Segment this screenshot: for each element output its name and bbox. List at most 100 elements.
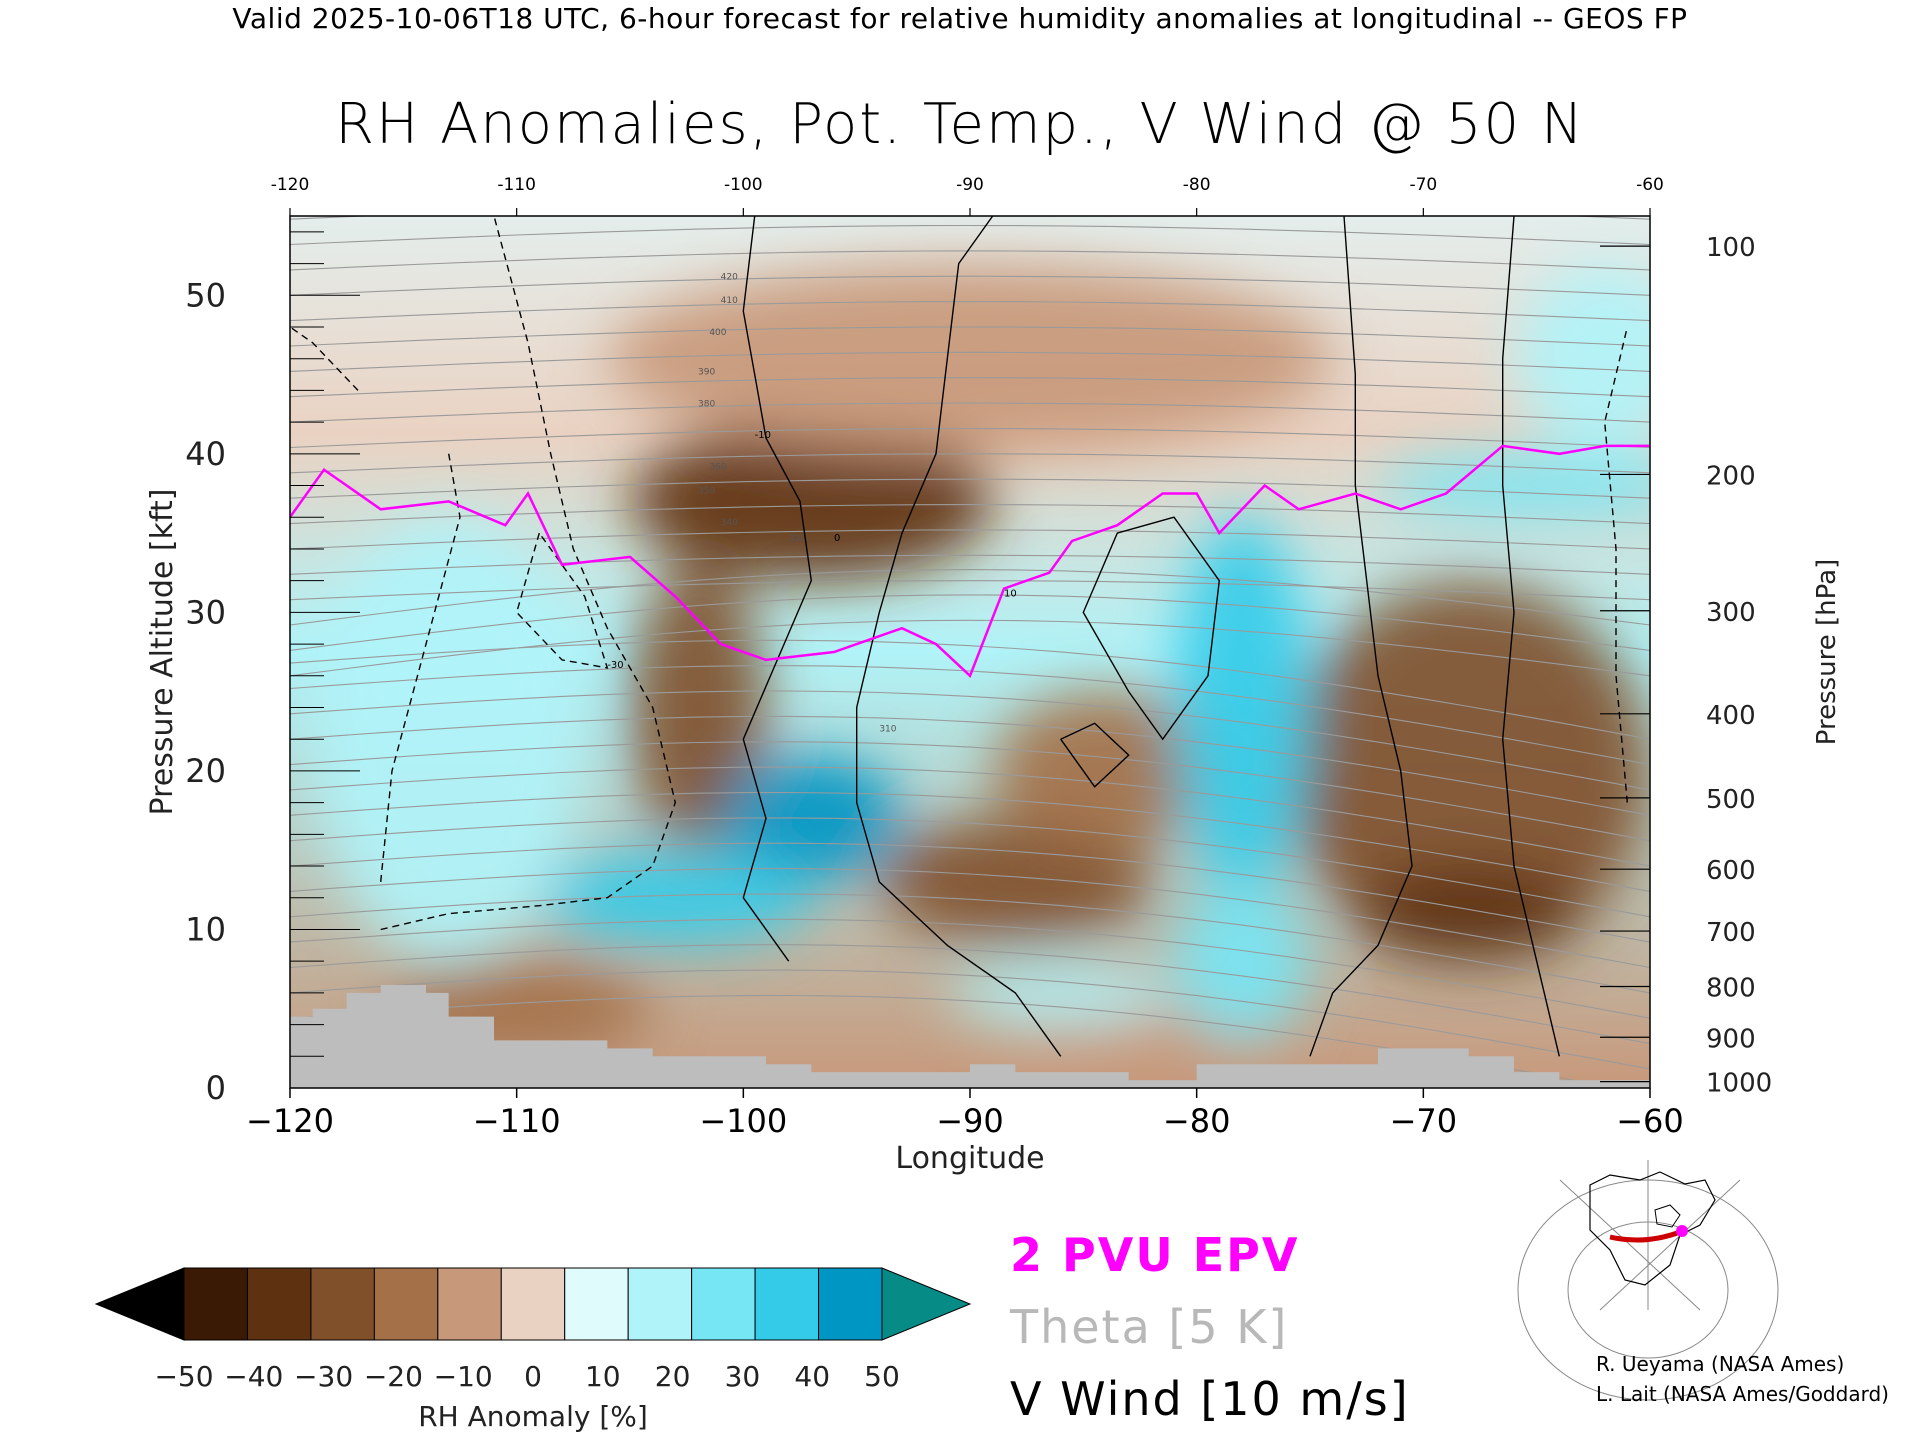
forecast-header: Valid 2025-10-06T18 UTC, 6-hour forecast…: [232, 2, 1688, 35]
rh-region-moist-15: [947, 961, 1174, 1025]
pressure-label-1000: 1000: [1706, 1069, 1772, 1099]
theta-isentrope-9: [290, 766, 1650, 867]
rh-region-dry-1: [630, 564, 766, 851]
vwind-contour-5: [1060, 722, 1130, 788]
vwind-label-1: -10: [755, 430, 771, 441]
theta-isentrope-7: [290, 817, 1650, 918]
x-top-tick-label-0: -120: [271, 175, 310, 195]
theta-isentrope-13: [290, 665, 1650, 766]
theta-label-360: 360: [709, 463, 726, 473]
x-tick-label-1: −110: [473, 1102, 561, 1140]
theta-isentrope-3: [290, 918, 1650, 1019]
theta-isentrope-10: [290, 741, 1650, 842]
rh-region-moist-10: [539, 850, 812, 946]
vwind-contour-2: [1309, 216, 1413, 1057]
rh-region-dry-0: [630, 422, 993, 581]
colorbar-bin-10: [818, 1267, 883, 1341]
epv-2pvu-line: [290, 444, 1650, 678]
x-top-tick-label-6: -60: [1636, 175, 1664, 195]
x-top-tick-label-1: -110: [497, 175, 536, 195]
theta-isentrope-24: [290, 427, 1650, 449]
pressure-label-600: 600: [1706, 856, 1756, 886]
vwind-contour-6: [380, 216, 677, 931]
rh-region-dry-5: [1355, 866, 1582, 962]
vwind-contour-1: [856, 216, 1062, 1057]
y-axis-label-left: Pressure Altitude [kft]: [145, 489, 180, 816]
pressure-label-400: 400: [1706, 701, 1756, 731]
pressure-label-500: 500: [1706, 785, 1756, 815]
colorbar-tick-6: 10: [585, 1360, 621, 1393]
colorbar-bin-1: [246, 1267, 312, 1341]
colorbar-bin-7: [627, 1267, 693, 1341]
pressure-label-700: 700: [1706, 918, 1756, 948]
x-top-tick-label-2: -100: [724, 175, 763, 195]
vwind-contour-9: [290, 326, 359, 391]
legend-epv: 2 PVU EPV: [1010, 1228, 1300, 1282]
x-tick-label-6: −60: [1616, 1102, 1684, 1140]
colorbar-bin-4: [437, 1267, 502, 1341]
rh-region-moist-11: [312, 517, 585, 962]
theta-isentrope-19: [290, 554, 1650, 575]
colorbar-bin-6: [564, 1267, 629, 1341]
theta-isentrope-25: [290, 402, 1650, 423]
theta-isentrope-8: [290, 791, 1650, 892]
y-tick-label-3: 30: [185, 593, 226, 631]
y-tick-label-5: 50: [185, 276, 226, 314]
x-top-tick-label-4: -80: [1183, 175, 1211, 195]
plot-area: 310 330 340 350 360 380 390 400 410 420 -30 -10 0 10: [290, 216, 1650, 1088]
pressure-label-100: 100: [1706, 233, 1756, 263]
x-top-tick-label-3: -90: [956, 175, 984, 195]
theta-label-340: 340: [721, 518, 738, 528]
theta-isentrope-12: [290, 690, 1650, 791]
x-axis-label: Longitude: [895, 1141, 1044, 1176]
theta-isentrope-18: [290, 580, 1650, 601]
theta-label-390: 390: [698, 368, 715, 378]
vwind-label-3: 10: [1004, 589, 1017, 600]
theta-isentrope-30: [290, 275, 1650, 296]
colorbar-bin-5: [500, 1267, 566, 1341]
theta-isentrope-17: [290, 569, 1650, 626]
colorbar-tick-1: −40: [224, 1360, 283, 1393]
theta-isentrope-27: [290, 351, 1650, 372]
theta-isentrope-20: [290, 529, 1650, 550]
chart-title: RH Anomalies, Pot. Temp., V Wind @ 50 N: [335, 92, 1585, 157]
theta-isentrope-21: [290, 504, 1650, 525]
rh-region-moist-12: [1174, 517, 1310, 898]
credit-author-2: L. Lait (NASA Ames/Goddard): [1596, 1382, 1889, 1406]
colorbar-tick-5: 0: [524, 1360, 542, 1393]
rh-region-moist-13: [1174, 881, 1310, 1041]
terrain-mask: [290, 984, 1650, 1088]
colorbar-tick-2: −30: [294, 1360, 353, 1393]
x-top-tick-label-5: -70: [1409, 175, 1437, 195]
colorbar-tick-8: 30: [725, 1360, 761, 1393]
pressure-label-900: 900: [1706, 1024, 1756, 1054]
vwind-contour-7: [380, 453, 461, 882]
x-tick-label-3: −90: [936, 1102, 1004, 1140]
colorbar-tick-4: −10: [434, 1360, 493, 1393]
x-tick-label-0: −120: [246, 1102, 334, 1140]
pressure-label-300: 300: [1706, 598, 1756, 628]
theta-label-410: 410: [721, 296, 738, 306]
colorbar-bin-8: [691, 1267, 756, 1341]
colorbar-label: RH Anomaly [%]: [418, 1400, 648, 1433]
pressure-label-200: 200: [1706, 461, 1756, 491]
rh-region-dry-6: [607, 263, 1333, 454]
theta-isentrope-28: [290, 326, 1650, 347]
theta-isentrope-29: [290, 301, 1650, 322]
vwind-contour-4: [1082, 516, 1221, 741]
rh-region-dry-2: [879, 818, 1152, 946]
y-tick-label-2: 20: [185, 752, 226, 790]
colorbar-bin-2: [310, 1267, 375, 1341]
y-tick-label-1: 10: [185, 910, 226, 948]
theta-isentrope-5: [290, 868, 1650, 969]
theta-isentrope-4: [290, 893, 1650, 994]
rh-region-moist-16: [1514, 263, 1650, 454]
y-axis-label-right: Pressure [hPa]: [1812, 559, 1842, 746]
theta-isentrope-32: [290, 224, 1650, 246]
y-tick-label-4: 40: [185, 435, 226, 473]
colorbar-tick-3: −20: [364, 1360, 423, 1393]
theta-label-350: 350: [698, 486, 715, 496]
colorbar-bin-3: [373, 1267, 439, 1341]
theta-label-330: 330: [789, 534, 806, 544]
